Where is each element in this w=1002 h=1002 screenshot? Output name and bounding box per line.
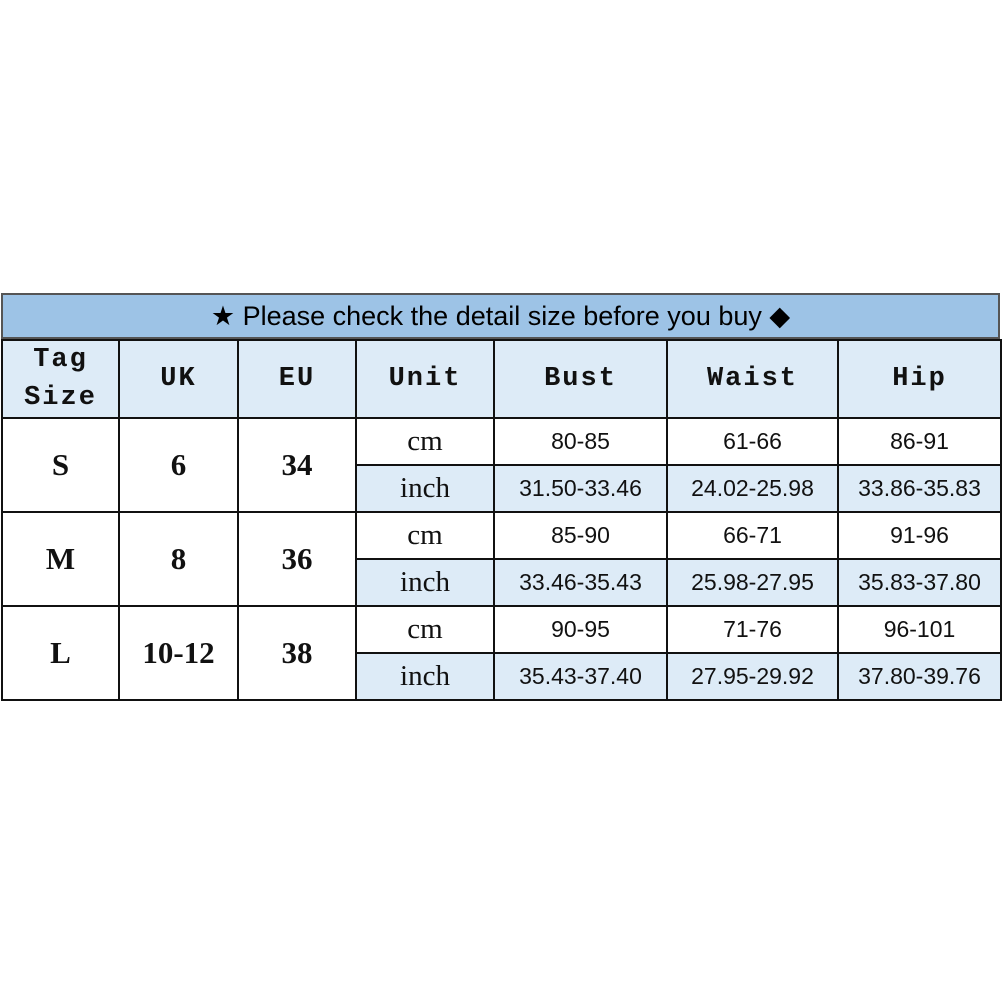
hip-cell: 91-96 [837,511,1002,560]
table-row: L 10-12 38 cm 90-95 71-76 96-101 [1,605,1002,701]
header-waist: Waist [666,339,839,419]
header-row: Tag Size UK EU Unit Bust Waist Hip [1,339,1002,419]
tag-size-cell: L [1,605,120,701]
star-icon: ★ [210,300,236,331]
header-bust: Bust [493,339,668,419]
table-row: inch 35.43-37.40 27.95-29.92 37.80-39.76 [2,652,1002,701]
waist-cell: 25.98-27.95 [666,558,839,607]
hip-cell: 35.83-37.80 [837,558,1002,607]
unit-cell: cm [355,417,495,466]
waist-cell: 24.02-25.98 [666,464,839,513]
unit-cell: cm [355,605,495,654]
bust-cell: 31.50-33.46 [493,464,668,513]
uk-size-cell: 8 [118,511,239,607]
bust-cell: 80-85 [493,417,668,466]
title-text: Please check the detail size before you … [242,300,762,331]
unit-cell: inch [355,558,495,607]
header-tag-size: Tag Size [1,339,120,419]
table-row: M 8 36 cm 85-90 66-71 91-96 [1,511,1002,607]
waist-cell: 61-66 [666,417,839,466]
header-eu: EU [237,339,357,419]
eu-size-cell: 34 [237,417,357,513]
bust-cell: 33.46-35.43 [493,558,668,607]
table-row: inch 31.50-33.46 24.02-25.98 33.86-35.83 [2,464,1002,513]
eu-size-cell: 38 [237,605,357,701]
bust-cell: 85-90 [493,511,668,560]
size-chart: ★ Please check the detail size before yo… [1,293,1002,701]
uk-size-cell: 10-12 [118,605,239,701]
waist-cell: 66-71 [666,511,839,560]
diamond-icon: ◆ [769,300,791,331]
hip-cell: 96-101 [837,605,1002,654]
unit-cell: inch [355,652,495,701]
hip-cell: 37.80-39.76 [837,652,1002,701]
tag-size-cell: S [1,417,120,513]
hip-cell: 86-91 [837,417,1002,466]
hip-cell: 33.86-35.83 [837,464,1002,513]
table-row: S 6 34 cm 80-85 61-66 86-91 [1,417,1002,513]
uk-size-cell: 6 [118,417,239,513]
table-row: inch 33.46-35.43 25.98-27.95 35.83-37.80 [2,558,1002,607]
unit-cell: inch [355,464,495,513]
title-banner: ★ Please check the detail size before yo… [1,293,1000,339]
header-uk: UK [118,339,239,419]
waist-cell: 27.95-29.92 [666,652,839,701]
eu-size-cell: 36 [237,511,357,607]
bust-cell: 90-95 [493,605,668,654]
bust-cell: 35.43-37.40 [493,652,668,701]
size-table: Tag Size UK EU Unit Bust Waist Hip S 6 34 c… [1,339,1002,701]
unit-cell: cm [355,511,495,560]
header-hip: Hip [837,339,1002,419]
waist-cell: 71-76 [666,605,839,654]
tag-size-cell: M [1,511,120,607]
header-unit: Unit [355,339,495,419]
